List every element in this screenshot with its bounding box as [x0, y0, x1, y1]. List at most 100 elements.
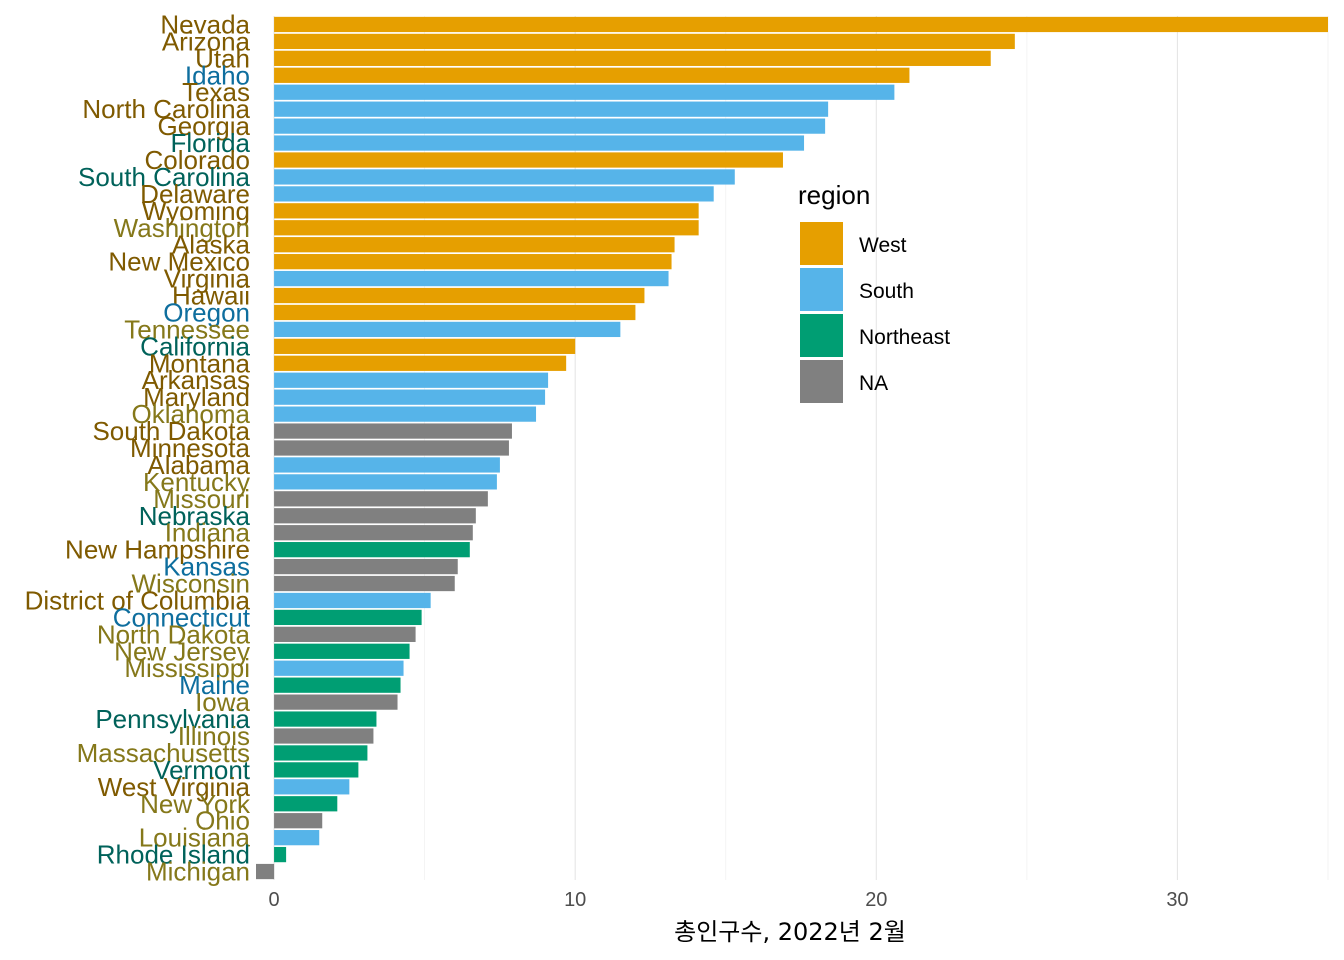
- bar-louisiana: [274, 830, 320, 846]
- x-tick-label: 20: [865, 889, 887, 911]
- bar-north-carolina: [274, 101, 829, 117]
- state-label: West Virginia: [98, 772, 251, 802]
- bar-maryland: [274, 389, 546, 405]
- state-label: Nebraska: [139, 501, 251, 531]
- state-label: Texas: [182, 77, 250, 107]
- bar-illinois: [274, 728, 374, 744]
- state-label: California: [140, 331, 250, 361]
- state-label: Minnesota: [130, 433, 250, 463]
- bar-rhode-island: [274, 846, 287, 863]
- bar-idaho: [274, 67, 910, 83]
- state-label: North Dakota: [97, 619, 251, 649]
- bar-maine: [274, 677, 401, 693]
- bar-michigan: [256, 863, 275, 880]
- state-label: Missouri: [153, 484, 250, 514]
- bar-new-jersey: [274, 643, 410, 659]
- state-label: Vermont: [153, 755, 251, 785]
- state-label: South Dakota: [92, 416, 250, 446]
- bar-connecticut: [274, 609, 422, 626]
- bar-arizona: [274, 33, 1015, 50]
- state-label: Oregon: [163, 297, 250, 327]
- bar-florida: [274, 135, 805, 151]
- bar-oregon: [274, 304, 636, 321]
- bar-pennsylvania: [274, 711, 377, 727]
- state-label: Louisiana: [139, 823, 251, 853]
- x-axis-ticks: 0 10 20 30: [269, 889, 1189, 911]
- state-label: Idaho: [185, 60, 250, 90]
- state-label: Massachusetts: [77, 738, 250, 768]
- state-label: Rhode Island: [97, 840, 250, 870]
- bar-iowa: [274, 694, 398, 710]
- legend-swatch: [800, 314, 843, 357]
- state-label: Arizona: [162, 26, 251, 56]
- x-axis-title: 총인구수, 2022년 2월: [674, 918, 906, 946]
- bar-west-virginia: [274, 779, 350, 795]
- bar-nevada: [274, 16, 1329, 33]
- state-label: Pennsylvania: [95, 704, 250, 734]
- bar-virginia: [274, 270, 669, 287]
- state-label: Kentucky: [143, 467, 250, 497]
- bar-district-of-columbia: [274, 592, 431, 609]
- state-label: Washington: [114, 213, 250, 243]
- state-label: Oklahoma: [132, 399, 251, 429]
- bar-wisconsin: [274, 575, 455, 592]
- state-label: Georgia: [158, 111, 251, 141]
- state-label: Maryland: [143, 382, 250, 412]
- state-label: South Carolina: [78, 162, 251, 192]
- bar-washington: [274, 220, 699, 236]
- bar-arkansas: [274, 372, 549, 388]
- x-tick-label: 0: [269, 889, 280, 911]
- x-tick-label: 30: [1166, 889, 1188, 911]
- bar-new-mexico: [274, 254, 672, 270]
- bar-montana: [274, 355, 567, 371]
- state-label: Iowa: [195, 687, 250, 717]
- legend-title: region: [798, 180, 870, 210]
- state-label: New Jersey: [114, 636, 250, 666]
- legend-swatch: [800, 222, 843, 265]
- bar-kentucky: [274, 474, 497, 490]
- x-tick-label: 10: [564, 889, 586, 911]
- state-label: District of Columbia: [25, 585, 251, 615]
- state-label: Kansas: [163, 552, 250, 582]
- bar-north-dakota: [274, 626, 416, 642]
- legend-label: NA: [859, 372, 888, 395]
- state-label: Connecticut: [113, 602, 251, 632]
- bar-new-hampshire: [274, 542, 470, 558]
- state-label: Delaware: [140, 179, 250, 209]
- bar-tennessee: [274, 321, 621, 338]
- bar-south-carolina: [274, 169, 735, 185]
- state-label: Wyoming: [142, 196, 250, 226]
- state-label: Michigan: [146, 857, 250, 887]
- bar-wyoming: [274, 203, 699, 219]
- state-label: Maine: [179, 670, 250, 700]
- state-label: Colorado: [144, 145, 250, 175]
- state-label: Indiana: [165, 518, 251, 548]
- state-label: Wisconsin: [132, 569, 250, 599]
- state-label: Ohio: [195, 806, 250, 836]
- state-label: Hawaii: [172, 281, 250, 311]
- bar-delaware: [274, 186, 714, 202]
- bar-massachusetts: [274, 745, 368, 761]
- bar-alabama: [274, 457, 500, 473]
- bar-nebraska: [274, 508, 476, 524]
- bars: [256, 16, 1329, 880]
- legend-swatch: [800, 360, 843, 403]
- state-label: Alaska: [172, 230, 251, 260]
- bar-alaska: [274, 237, 675, 253]
- state-label: Tennessee: [124, 314, 250, 344]
- state-label: Virginia: [164, 264, 251, 294]
- bar-indiana: [274, 525, 473, 541]
- bar-hawaii: [274, 287, 645, 304]
- bar-utah: [274, 50, 991, 66]
- legend-swatch: [800, 268, 843, 311]
- state-label: Arkansas: [142, 365, 250, 395]
- state-label: Florida: [171, 128, 251, 158]
- state-label: Utah: [195, 43, 250, 73]
- bar-oklahoma: [274, 406, 537, 422]
- state-label: Nevada: [160, 9, 250, 39]
- state-label: New Mexico: [108, 247, 250, 277]
- state-label: Illinois: [178, 721, 250, 751]
- bar-georgia: [274, 118, 826, 134]
